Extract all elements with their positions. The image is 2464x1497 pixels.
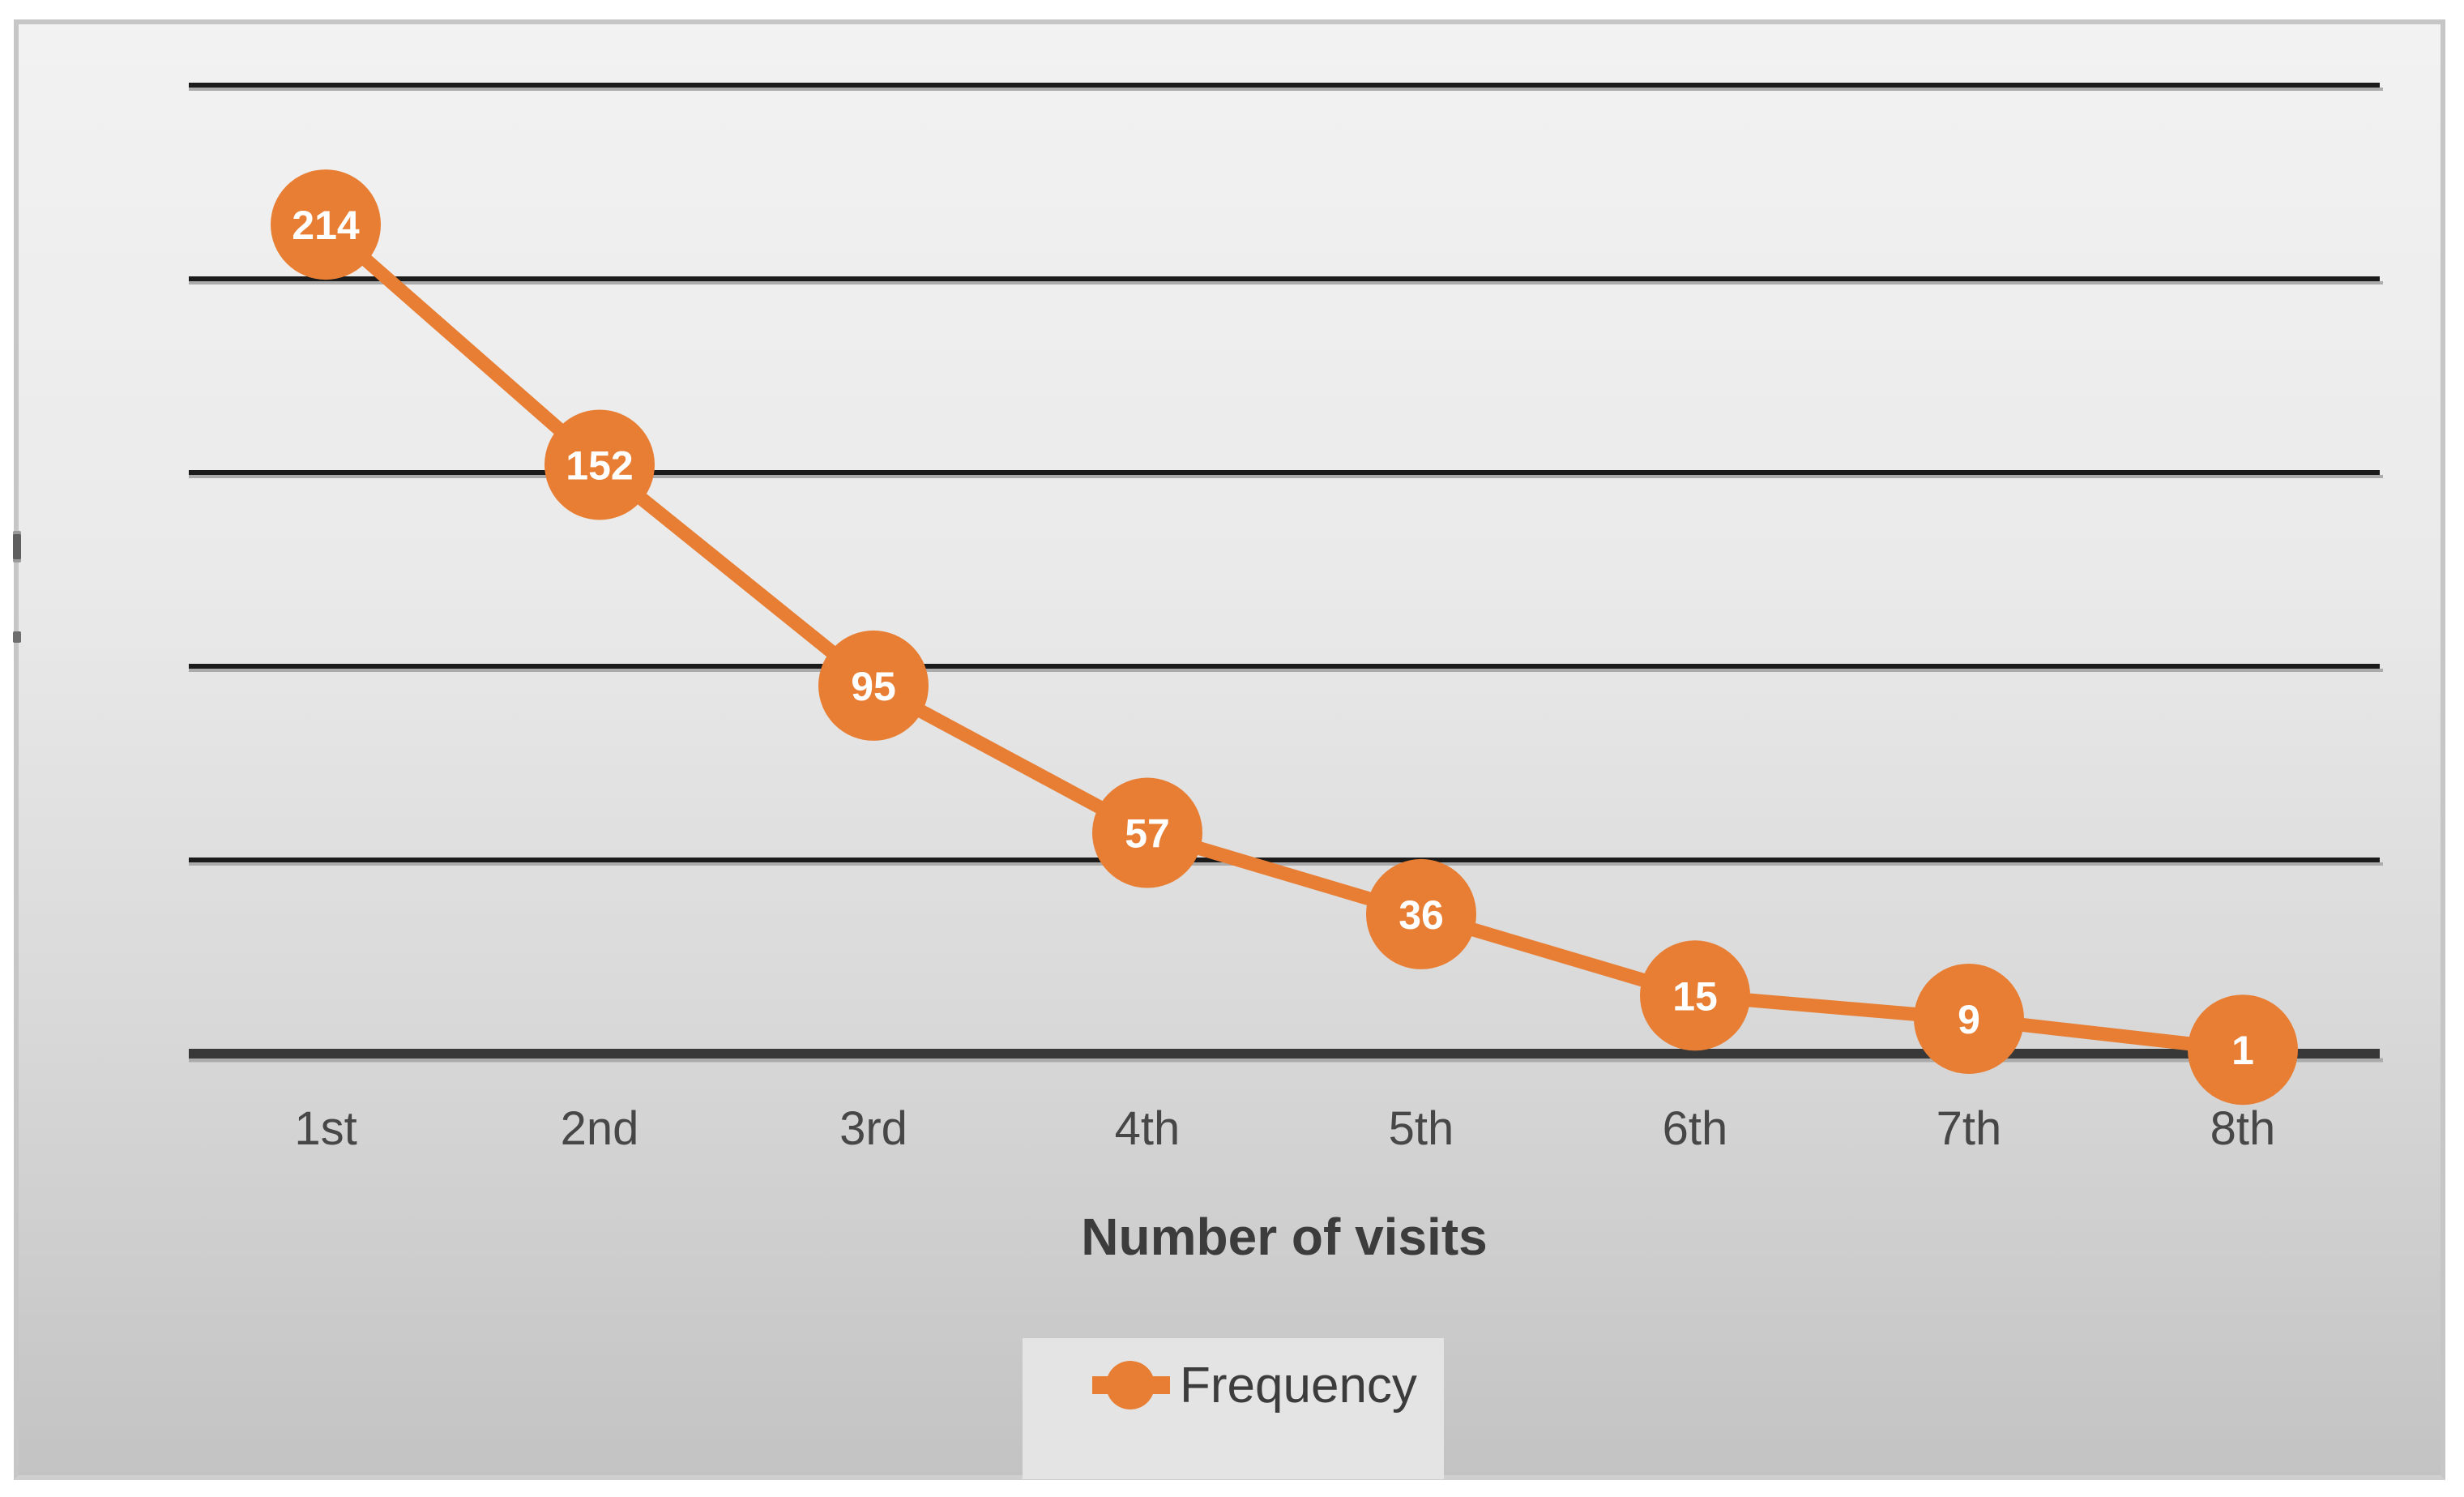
data-point-label-5th: 36 [1399,892,1444,938]
x-tick-label-4th: 4th [1115,1102,1181,1155]
screen-edge-artifact [13,631,21,643]
chart-panel [14,19,2445,1480]
screen-edge-artifact [13,534,21,559]
series-marker-icon [1092,1361,1170,1409]
series-line-frequency [321,219,2244,1057]
data-point-marker-4th [1092,777,1202,888]
data-point-marker-6th [1640,940,1750,1051]
data-point-label-3rd: 95 [851,664,896,709]
data-point-marker-8th [2188,994,2298,1106]
gridlines-layer [189,83,2383,1063]
data-point-marker-7th [1914,963,2024,1074]
data-point-label-2nd: 152 [566,443,633,488]
x-tick-label-6th: 6th [1663,1102,1728,1155]
x-axis-ticks-layer: 1st 2nd 3rd 4th 5th 6th 7th 8th [294,1102,2275,1155]
legend-item-frequency: Frequency [1092,1348,1444,1422]
data-point-label-8th: 1 [2231,1028,2254,1073]
legend: Frequency [1023,1338,1444,1479]
data-point-label-7th: 9 [1958,997,1980,1042]
x-tick-label-3rd: 3rd [839,1102,907,1155]
data-point-marker-5th [1366,858,1476,969]
data-point-label-1st: 214 [292,203,360,248]
x-tick-label-5th: 5th [1389,1102,1454,1155]
data-point-marker-2nd [544,409,655,520]
data-point-label-6th: 15 [1672,973,1718,1019]
data-point-marker-3rd [818,630,929,741]
series-layer: 214 152 95 57 36 15 9 1 [271,169,2298,1106]
x-tick-label-7th: 7th [1937,1102,2002,1155]
x-tick-label-1st: 1st [294,1102,357,1155]
data-point-label-4th: 57 [1125,811,1170,857]
x-tick-label-8th: 8th [2210,1102,2276,1155]
x-axis-title: Number of visits [1081,1208,1487,1266]
x-tick-label-2nd: 2nd [561,1102,639,1155]
data-point-marker-1st [271,169,381,280]
legend-series-label: Frequency [1180,1357,1417,1414]
